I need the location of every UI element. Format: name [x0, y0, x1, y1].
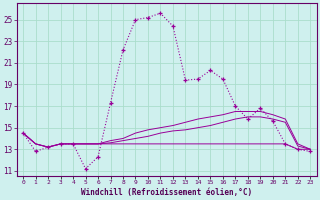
X-axis label: Windchill (Refroidissement éolien,°C): Windchill (Refroidissement éolien,°C): [81, 188, 252, 197]
